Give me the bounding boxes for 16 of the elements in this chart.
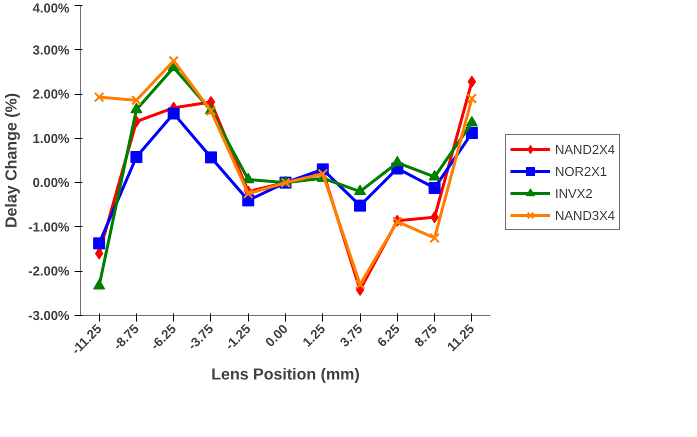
legend-label: NOR2X1	[555, 164, 608, 178]
y-tick-label: 0.00%	[32, 175, 70, 190]
x-axis-title: Lens Position (mm)	[211, 366, 360, 384]
x-tick-label: 0.00	[262, 321, 291, 350]
x-tick-label: 6.25	[374, 321, 403, 350]
legend-label: INVX2	[555, 186, 593, 200]
legend-label: NAND2X4	[555, 142, 615, 156]
y-tick-label: 3.00%	[32, 42, 70, 58]
y-tick-label: -1.00%	[28, 219, 70, 234]
y-axis-title: Delay Change (%)	[3, 92, 20, 228]
y-tick-label: 2.00%	[32, 86, 70, 102]
y-tick-label: 1.00%	[32, 130, 70, 146]
y-tick-label: 4.00%	[32, 0, 70, 16]
legend-label: NAND3X4	[555, 208, 615, 222]
y-tick-label: -3.00%	[28, 308, 70, 323]
y-tick-label: -2.00%	[28, 264, 70, 279]
